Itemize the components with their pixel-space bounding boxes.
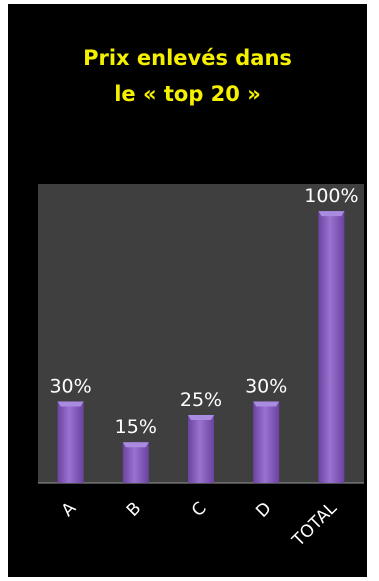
x-tick-labels-group: A B C D TOTAL (58, 498, 342, 551)
bar-a (57, 401, 84, 483)
data-label-b: 15% (115, 416, 157, 438)
data-label-d: 30% (245, 375, 287, 397)
bar-b (122, 442, 149, 483)
x-tick-label-total: TOTAL (288, 498, 341, 551)
bar-cap (188, 415, 214, 421)
data-label-total: 100% (304, 185, 358, 207)
x-tick-label-b: B (123, 498, 145, 520)
bar-d (253, 401, 280, 483)
bar-cap (253, 401, 280, 407)
bar-c (188, 415, 214, 483)
x-tick-label-c: C (188, 498, 211, 521)
bar-body (122, 442, 149, 483)
bar-body (188, 415, 214, 483)
bar-body (253, 401, 280, 483)
chart-title: Prix enlevés dans le « top 20 » (8, 40, 367, 112)
bar-cap (57, 401, 84, 407)
bars-group (57, 211, 345, 483)
bar-cap (318, 211, 345, 217)
data-labels-group: 30% 15% 25% 30% 100% (49, 185, 358, 438)
x-tick-label-a: A (58, 498, 81, 521)
bar-body (57, 401, 84, 483)
data-label-a: 30% (49, 375, 91, 397)
slide-panel: Prix enlevés dans le « top 20 » 30% 15% 25… (8, 4, 367, 577)
chart-title-line2: le « top 20 » (114, 82, 261, 106)
x-tick-label-d: D (252, 498, 275, 521)
data-label-c: 25% (180, 389, 222, 411)
bar-cap (122, 442, 149, 448)
bar-total (318, 211, 345, 483)
chart-title-line1: Prix enlevés dans (83, 46, 292, 70)
bar-chart: 30% 15% 25% 30% 100% A B C D TOTAL (38, 184, 364, 551)
bar-body (318, 211, 345, 483)
